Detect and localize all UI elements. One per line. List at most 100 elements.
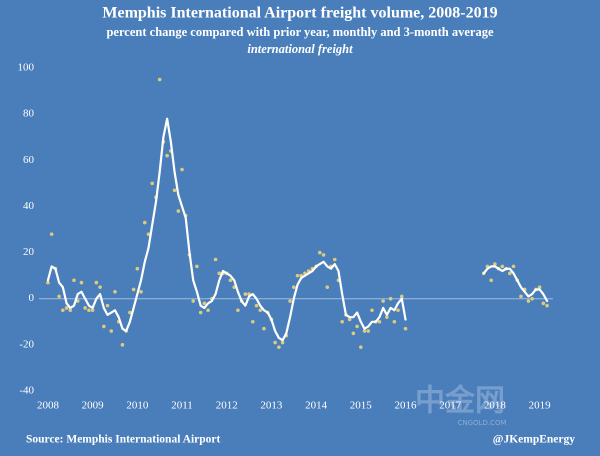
monthly-point — [128, 310, 132, 315]
monthly-point — [291, 285, 296, 289]
monthly-point — [254, 303, 259, 308]
monthly-point — [98, 285, 102, 289]
monthly-point — [113, 289, 117, 294]
monthly-point — [396, 308, 400, 313]
y-tick-label: 40 — [23, 200, 35, 212]
x-tick-label: 2009 — [82, 400, 105, 412]
monthly-point — [351, 331, 356, 336]
chart-title: Memphis International Airport freight vo… — [102, 5, 497, 22]
monthly-point — [180, 167, 184, 172]
monthly-point — [105, 303, 110, 308]
monthly-point — [191, 299, 195, 303]
monthly-point — [213, 257, 218, 262]
monthly-point — [102, 324, 106, 329]
chart-note: international freight — [247, 42, 353, 56]
monthly-point — [519, 294, 523, 299]
x-tick-label: 2012 — [216, 400, 238, 412]
monthly-point — [392, 319, 397, 324]
x-tick-label: 2010 — [126, 400, 149, 412]
monthly-point — [146, 232, 151, 236]
monthly-point — [347, 317, 352, 322]
monthly-point — [46, 280, 50, 285]
monthly-point — [68, 308, 73, 313]
monthly-point — [176, 209, 181, 213]
monthly-point — [388, 296, 393, 301]
monthly-point — [109, 329, 114, 333]
monthly-point — [243, 292, 248, 296]
watermark-sub: CNGOLD.COM — [457, 419, 506, 427]
monthly-point — [500, 264, 505, 269]
monthly-point — [340, 319, 344, 324]
monthly-point — [139, 289, 143, 294]
average-line — [46, 117, 549, 342]
monthly-point — [489, 278, 493, 283]
credit: @JKempEnergy — [493, 434, 575, 446]
chart-subtitle: percent change compared with prior year,… — [106, 25, 493, 39]
monthly-point — [202, 301, 207, 306]
monthly-point — [332, 257, 337, 262]
monthly-point — [493, 262, 497, 266]
monthly-point — [370, 308, 374, 313]
monthly-point — [355, 324, 359, 329]
monthly-point — [87, 308, 91, 313]
y-tick-label: -20 — [19, 338, 34, 350]
x-tick-label: 2011 — [171, 400, 193, 412]
monthly-point — [195, 264, 199, 269]
monthly-point — [377, 319, 382, 324]
monthly-point — [295, 273, 300, 278]
monthly-point — [131, 287, 136, 292]
monthly-point — [83, 306, 87, 310]
monthly-point — [165, 153, 169, 158]
y-tick-label: 0 — [29, 292, 35, 304]
monthly-point — [135, 266, 140, 271]
x-tick-label: 2019 — [529, 400, 552, 412]
monthly-point — [385, 315, 389, 319]
source: Source: Memphis International Airport — [26, 434, 220, 446]
monthly-point — [359, 345, 363, 349]
monthly-point — [250, 319, 255, 324]
monthly-point — [318, 250, 322, 255]
x-tick-label: 2018 — [484, 400, 507, 412]
y-tick-label: 20 — [23, 246, 35, 258]
monthly-point — [507, 271, 512, 276]
monthly-point — [545, 303, 549, 308]
monthly-point — [236, 308, 240, 313]
y-tick-label: -40 — [19, 385, 34, 397]
monthly-point — [79, 280, 84, 285]
monthly-point — [217, 271, 222, 276]
monthly-point — [321, 253, 326, 257]
monthly-point — [273, 340, 277, 345]
monthly-point — [325, 285, 330, 289]
monthly-point — [49, 232, 54, 236]
x-tick-label: 2015 — [350, 400, 373, 412]
monthly-point — [399, 294, 404, 299]
x-tick-label: 2014 — [305, 400, 328, 412]
monthly-point — [511, 264, 516, 269]
monthly-point — [381, 299, 385, 303]
y-tick-label: 60 — [23, 154, 35, 166]
x-tick-label: 2008 — [37, 400, 60, 412]
monthly-point — [228, 278, 233, 283]
monthly-point — [94, 280, 99, 285]
monthly-point — [61, 308, 65, 313]
monthly-point — [258, 308, 263, 313]
monthly-point — [157, 77, 162, 82]
monthly-point — [526, 299, 531, 303]
y-tick-label: 100 — [18, 62, 35, 74]
monthly-point — [142, 220, 147, 225]
monthly-point — [541, 301, 546, 306]
x-tick-label: 2013 — [260, 400, 283, 412]
monthly-point — [362, 329, 367, 333]
x-tick-label: 2017 — [439, 400, 462, 412]
monthly-point — [280, 340, 285, 345]
y-tick-label: 80 — [23, 108, 35, 120]
x-tick-label: 2016 — [395, 400, 418, 412]
monthly-point — [150, 181, 155, 186]
monthly-point — [206, 308, 210, 313]
monthly-point — [90, 308, 95, 313]
monthly-point — [537, 285, 542, 289]
monthly-point — [288, 299, 292, 303]
monthly-point — [277, 345, 281, 349]
monthly-point — [403, 326, 408, 331]
